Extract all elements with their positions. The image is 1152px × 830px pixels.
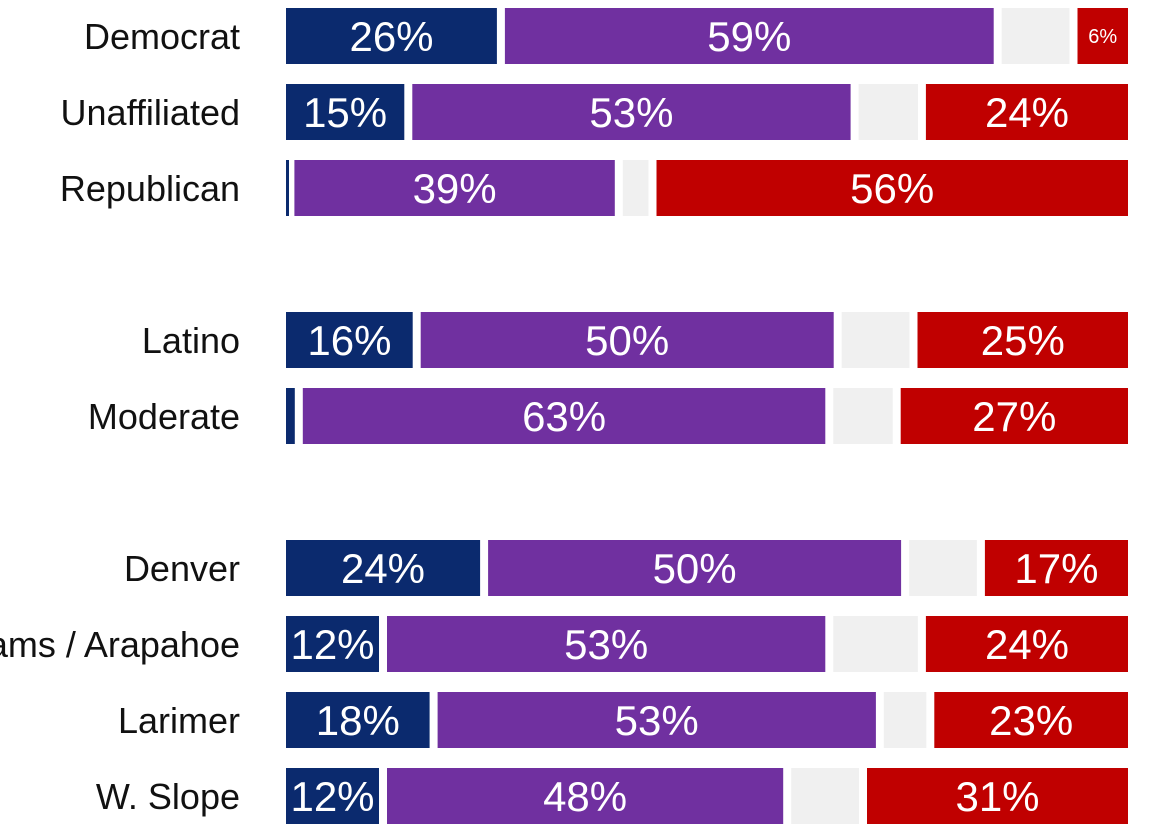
bar-row: Republican 39% 56% <box>60 160 1128 216</box>
bar-row: W. Slope 12% 48% 31% <box>96 768 1128 824</box>
bar-segment <box>841 312 910 368</box>
row-label: Democrat <box>84 16 240 57</box>
row-label: Adams / Arapahoe <box>0 624 240 665</box>
bar-segment <box>909 540 977 596</box>
bar-segment <box>420 312 834 368</box>
bar-segment <box>656 160 1128 216</box>
data-label: 53% <box>589 89 673 136</box>
data-label: 59% <box>707 13 791 60</box>
row-label: Larimer <box>118 700 240 741</box>
bar-segment <box>286 540 481 596</box>
row-label: Republican <box>60 168 240 209</box>
bar-segment <box>302 388 826 444</box>
bar-segment <box>412 84 851 140</box>
data-label: 15% <box>303 89 387 136</box>
bar-segment <box>917 312 1128 368</box>
bar-segment <box>286 388 295 444</box>
data-label: 63% <box>522 393 606 440</box>
row-label: Latino <box>142 320 240 361</box>
row-label: Unaffiliated <box>61 92 240 133</box>
bar-segment <box>925 84 1128 140</box>
bar-segment <box>833 388 893 444</box>
bar-segment <box>488 540 902 596</box>
data-label: 24% <box>341 545 425 592</box>
bar-segment <box>934 692 1128 748</box>
data-label: 48% <box>543 773 627 820</box>
bar-segment <box>286 768 379 824</box>
data-label: 18% <box>316 697 400 744</box>
bar-segment <box>867 768 1128 824</box>
bar-segment <box>833 616 918 672</box>
bar-segment <box>1077 8 1128 64</box>
bar-row: Latino 16% 50% 25% <box>142 312 1128 368</box>
data-label: 27% <box>972 393 1056 440</box>
data-label: 12% <box>290 773 374 820</box>
bar-segment <box>437 692 876 748</box>
data-label: 53% <box>564 621 648 668</box>
row-label: W. Slope <box>96 776 240 817</box>
bar-segment <box>791 768 859 824</box>
bar-segment <box>883 692 927 748</box>
data-label: 24% <box>985 621 1069 668</box>
data-label: 25% <box>981 317 1065 364</box>
bar-segment <box>286 692 430 748</box>
bar-segment <box>286 616 379 672</box>
bar-segment <box>387 616 826 672</box>
data-label: 50% <box>653 545 737 592</box>
data-label: 26% <box>349 13 433 60</box>
bar-row: Adams / Arapahoe 12% 53% 24% <box>0 616 1128 672</box>
bar-segment <box>1001 8 1070 64</box>
bar-row: Unaffiliated 15% 53% 24% <box>61 84 1128 140</box>
bar-row: Denver 24% 50% 17% <box>124 540 1128 596</box>
bar-segment <box>286 160 289 216</box>
bar-segment <box>984 540 1128 596</box>
row-label: Moderate <box>88 396 240 437</box>
data-label: 56% <box>850 165 934 212</box>
data-label: 24% <box>985 89 1069 136</box>
bar-segment <box>286 84 405 140</box>
bar-segment <box>622 160 649 216</box>
row-label: Denver <box>124 548 240 589</box>
data-label: 31% <box>955 773 1039 820</box>
bar-segment <box>925 616 1128 672</box>
bar-row: Larimer 18% 53% 23% <box>118 692 1128 748</box>
data-label: 39% <box>413 165 497 212</box>
data-label: 50% <box>585 317 669 364</box>
bar-segment <box>387 768 784 824</box>
bar-segment <box>900 388 1128 444</box>
bar-segment <box>858 84 918 140</box>
data-label: 6% <box>1088 26 1117 48</box>
data-label: 17% <box>1014 545 1098 592</box>
bar-segment <box>286 312 413 368</box>
bar-segment <box>504 8 994 64</box>
bar-row: Moderate 63% 27% <box>88 388 1128 444</box>
data-label: 53% <box>615 697 699 744</box>
data-label: 12% <box>290 621 374 668</box>
bar-segment <box>286 8 497 64</box>
data-label: 23% <box>989 697 1073 744</box>
bar-segment <box>294 160 615 216</box>
bar-row: Democrat 26% 59% 6% <box>84 8 1128 64</box>
data-label: 16% <box>307 317 391 364</box>
